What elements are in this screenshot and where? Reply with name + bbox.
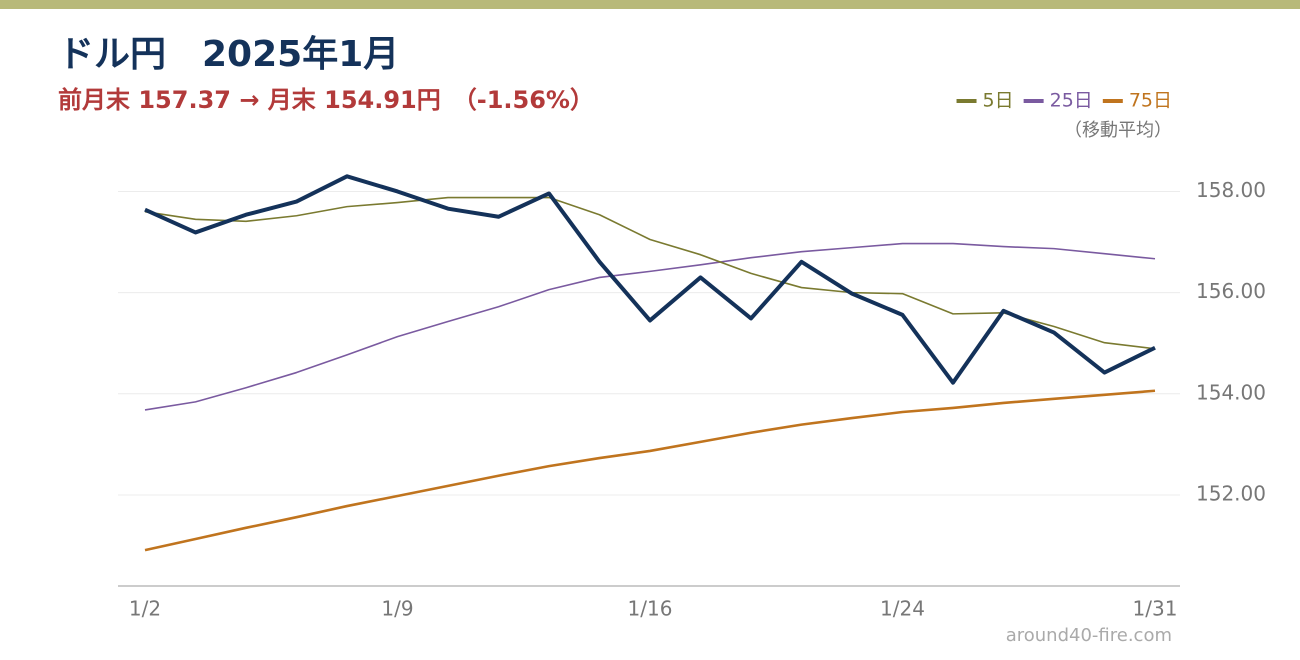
source: around40-fire.com [1006, 625, 1172, 646]
legend-label: 5日 [983, 90, 1014, 112]
x-tick-label: 1/9 [381, 597, 413, 621]
y-tick-label: 152.00 [1196, 481, 1266, 505]
y-tick-label: 154.00 [1196, 380, 1266, 404]
series-line [144, 389, 1156, 552]
chart-subtitle: 前月末 157.37 → 月末 154.91円 （-1.56%） [58, 86, 594, 114]
chart-title: ドル円 2025年1月 [58, 34, 399, 75]
top-bar [0, 0, 1300, 9]
legend-note: （移動平均） [1064, 120, 1172, 141]
legend-label: 25日 [1050, 90, 1093, 112]
series-line [144, 174, 1156, 385]
series-line [144, 242, 1156, 411]
x-tick-label: 1/16 [628, 597, 673, 621]
series-line [144, 196, 1156, 350]
y-tick-label: 158.00 [1196, 178, 1266, 202]
x-tick-label: 1/31 [1133, 597, 1178, 621]
x-tick-label: 1/24 [880, 597, 925, 621]
y-tick-label: 156.00 [1196, 279, 1266, 303]
x-tick-label: 1/2 [129, 597, 161, 621]
legend-label: 75日 [1129, 90, 1172, 112]
